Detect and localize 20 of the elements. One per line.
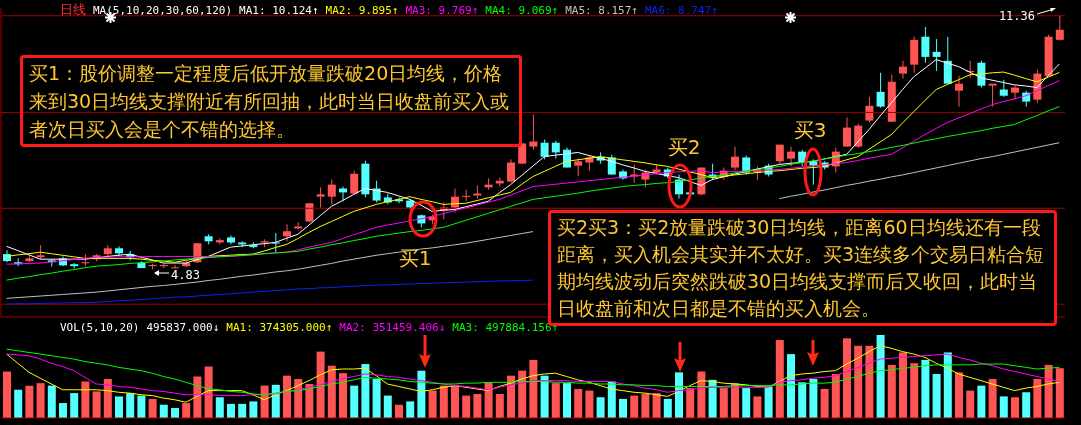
- text: MA3: 497884.156↑: [452, 321, 559, 334]
- text: MA3: 9.769↑: [405, 4, 479, 17]
- annotation: 买1：股价调整一定程度后低开放量跌破20日均线，价格来到30日均线支撑附近有所回抽，此时当日收盘前买入或者次日买入会是个不错的选择。: [20, 55, 522, 147]
- annotation: 买1: [397, 246, 433, 270]
- text: MA2: 351459.406↓: [339, 321, 446, 334]
- legend-title: VOL(5,10,20): [60, 321, 140, 334]
- annotation: 买3: [792, 118, 828, 142]
- text: MA2: 9.895↑: [325, 4, 399, 17]
- chart-title: 日线: [60, 1, 86, 19]
- text: 495837.000↓: [146, 321, 220, 334]
- annotation: 买2: [666, 135, 702, 159]
- text: MA6: 8.747↑: [645, 4, 718, 17]
- annotation: 4.83: [171, 268, 200, 282]
- annotation: 买2买3：买2放量跌破30日均线，距离60日均线还有一段距离，买入机会其实并不太好。买3连续多个交易日粘合短期均线波动后突然跌破30日均线支撑而后又收回，此时当日收盘前和次日都是不错的买入机会。: [557, 216, 1045, 319]
- text: MA5: 8.157↑: [565, 4, 638, 17]
- text: MA4: 9.069↑: [485, 4, 559, 17]
- annotation: 11.36: [998, 9, 1035, 23]
- text: MA1: 10.124↑: [239, 4, 319, 17]
- legend-title: MA(5,10,20,30,60,120): [93, 4, 233, 17]
- text: MA1: 374305.000↑: [226, 321, 333, 334]
